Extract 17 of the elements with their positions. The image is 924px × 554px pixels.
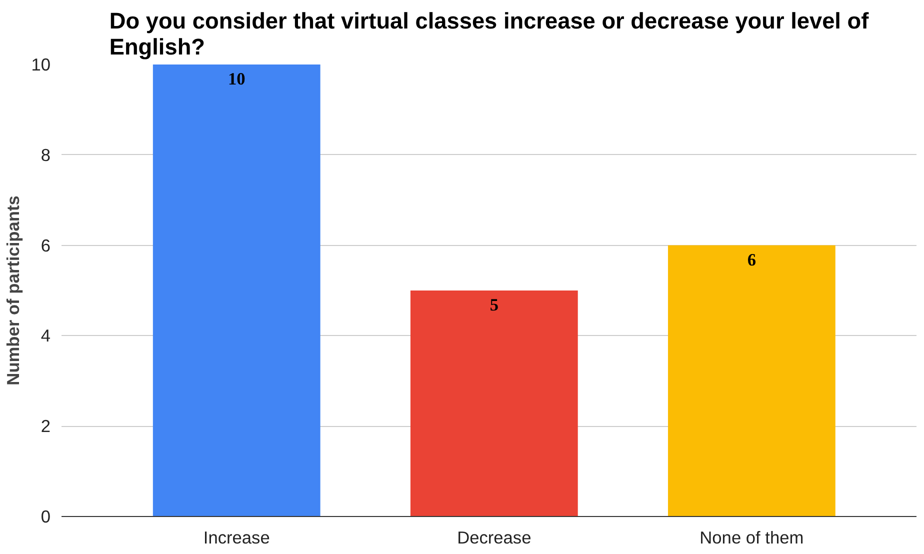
bar: [410, 290, 578, 516]
y-tick-label: 2: [40, 416, 51, 436]
y-tick-label: 0: [40, 506, 51, 526]
y-tick-label: 6: [40, 235, 51, 256]
bar: [152, 64, 320, 516]
y-tick-label: 4: [40, 326, 51, 346]
bar: [668, 245, 836, 516]
data-label: 5: [490, 296, 499, 314]
y-axis-title: Number of participants: [3, 196, 24, 386]
y-tick-label: 8: [40, 144, 51, 165]
x-tick-label: Decrease: [457, 528, 532, 548]
y-tick-label: 10: [31, 54, 51, 74]
data-label: 10: [228, 70, 246, 88]
x-tick-label: None of them: [700, 528, 804, 548]
x-tick-label: Increase: [203, 528, 270, 548]
data-label: 6: [747, 250, 756, 270]
chart-title: Do you consider that virtual classes increase or decrease your level of English?: [109, 8, 870, 60]
